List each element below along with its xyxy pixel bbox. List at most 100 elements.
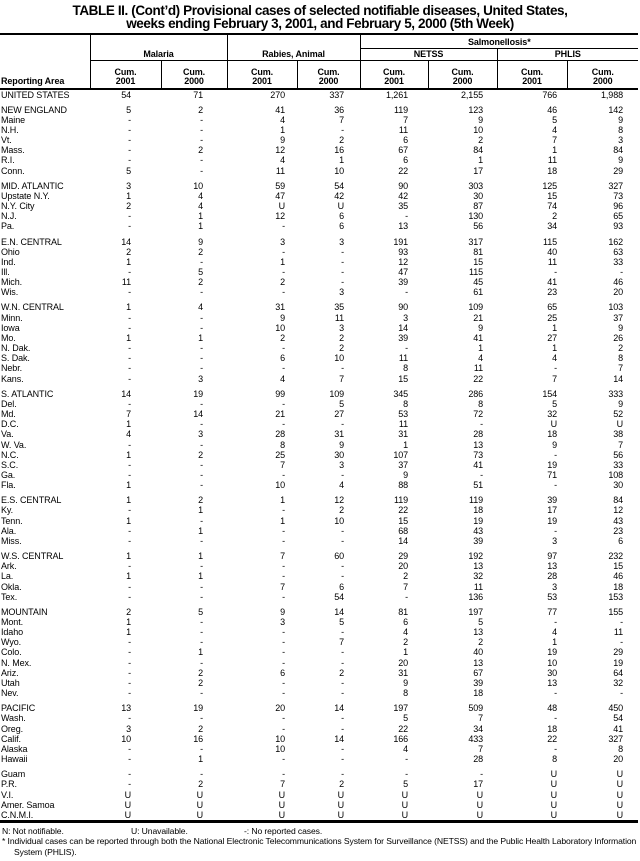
value-cell: 22 (398, 505, 409, 516)
value-cell: 42 (334, 190, 345, 201)
table-row: N. Mex. - - - - 20 13 10 19 (0, 658, 638, 668)
reporting-area-cell: Ky. (1, 505, 14, 516)
value-cell: 166 (393, 733, 409, 744)
value-cell: 4 (126, 429, 131, 440)
value-cell: - (128, 769, 131, 780)
reporting-area-cell: Wash. (1, 713, 26, 724)
value-cell: 109 (468, 302, 484, 313)
table-row: E.N. CENTRAL 14 9 3 3 191 317 115 162 (0, 237, 638, 247)
value-cell: 20 (613, 287, 624, 298)
value-cell: 4 (280, 155, 286, 166)
value-cell: - (341, 713, 345, 724)
value-cell: 2 (339, 135, 345, 146)
table-row: Upstate N.Y. 1 4 47 42 42 30 15 73 (0, 191, 638, 201)
value-cell: 327 (608, 180, 624, 191)
value-cell: 43 (473, 525, 484, 536)
value-cell: 303 (468, 180, 484, 191)
value-cell: - (282, 525, 286, 536)
value-cell: - (620, 617, 624, 627)
value-cell: 72 (473, 409, 484, 420)
header-row-cum: Cum. 2001 Cum. 2000 Cum. 2001 Cum. 2000 … (0, 60, 639, 90)
reporting-area-cell: W.S. CENTRAL (1, 551, 64, 562)
value-cell: 42 (398, 190, 409, 201)
value-cell: 73 (613, 190, 624, 201)
value-cell: 13 (398, 221, 409, 232)
value-cell: 13 (547, 561, 558, 572)
reporting-area-cell: Nebr. (1, 363, 23, 374)
reporting-area-cell: Ariz. (1, 667, 19, 678)
value-cell: 9 (198, 236, 204, 247)
value-cell: 27 (547, 332, 558, 343)
value-cell: - (554, 363, 558, 374)
value-cell: 3 (339, 322, 345, 333)
table-row: Miss. - - - - 14 39 3 6 (0, 536, 638, 546)
value-cell: 81 (473, 246, 484, 257)
table-row: Tenn. 1 - 1 10 15 19 19 43 (0, 516, 638, 526)
table-row: Pa. - 1 - 6 13 56 34 93 (0, 221, 638, 231)
value-cell: 7 (403, 114, 409, 125)
value-cell: 27 (334, 409, 345, 420)
table-row: Tex. - - - 54 - 136 53 153 (0, 592, 638, 602)
value-cell: U (196, 789, 204, 800)
value-cell: 10 (473, 124, 484, 135)
table-row: C.N.M.I. U U U U U U U U (0, 810, 638, 822)
value-cell: 4 (280, 114, 286, 125)
value-cell: 18 (473, 505, 484, 516)
value-cell: 4 (403, 743, 409, 754)
value-cell: 17 (547, 505, 558, 516)
value-cell: 32 (473, 571, 484, 582)
value-cell: - (341, 256, 345, 267)
value-cell: 2 (198, 104, 204, 115)
value-cell: - (620, 688, 624, 699)
value-cell: - (341, 561, 345, 572)
value-cell: 16 (334, 145, 345, 156)
value-cell: 10 (334, 515, 345, 526)
value-cell: 1 (552, 343, 558, 354)
table-row: Iowa - - 10 3 14 9 1 9 (0, 323, 638, 333)
value-cell: 15 (398, 515, 409, 526)
value-cell: 333 (608, 388, 624, 399)
value-cell: - (200, 312, 204, 323)
value-cell: 115 (542, 236, 558, 247)
value-cell: 17 (473, 165, 484, 176)
value-cell: 47 (398, 267, 409, 277)
value-cell: - (128, 145, 131, 156)
value-cell: 1 (126, 515, 131, 526)
value-cell: 19 (547, 647, 558, 658)
reporting-area-cell: Idaho (1, 627, 24, 638)
table-row: P.R. - 2 7 2 5 17 U U (0, 779, 638, 789)
table-row: Md. 7 14 21 27 53 72 32 52 (0, 409, 638, 419)
value-cell: - (554, 525, 558, 536)
value-cell: 7 (339, 637, 345, 648)
value-cell: 28 (473, 429, 484, 440)
value-cell: 88 (398, 480, 409, 491)
value-cell: 52 (613, 409, 624, 420)
table-row: Ga. - - - - 9 - 71 108 (0, 470, 638, 480)
reporting-area-cell: Ohio (1, 246, 20, 257)
value-cell: 4 (478, 353, 484, 364)
value-cell: - (405, 769, 409, 780)
cum-label: Cum. (317, 66, 340, 77)
value-cell: - (200, 363, 204, 374)
value-cell: 1 (198, 551, 204, 562)
value-cell: U (476, 809, 484, 820)
header-row-groups: Reporting Area Malaria Rabies, Animal Sa… (0, 34, 639, 90)
value-cell: 13 (473, 657, 484, 668)
value-cell: 136 (468, 591, 484, 602)
value-cell: 6 (339, 221, 345, 232)
reporting-area-cell: S. Dak. (1, 353, 30, 364)
year-label: 2001 (522, 76, 542, 86)
value-cell: - (128, 363, 131, 374)
value-cell: 39 (398, 277, 409, 288)
value-cell: - (200, 469, 204, 480)
asterisk-text: Individual cases can be reported through… (7, 836, 637, 857)
value-cell: 1 (126, 495, 131, 506)
value-cell: 3 (198, 429, 204, 440)
malaria-group-header: Malaria (89, 34, 228, 61)
value-cell: 40 (473, 647, 484, 658)
value-cell: 51 (473, 480, 484, 491)
value-cell: U (616, 419, 624, 430)
value-cell: - (282, 769, 286, 780)
value-cell: 39 (547, 495, 558, 506)
year-label: 2001 (384, 76, 404, 86)
